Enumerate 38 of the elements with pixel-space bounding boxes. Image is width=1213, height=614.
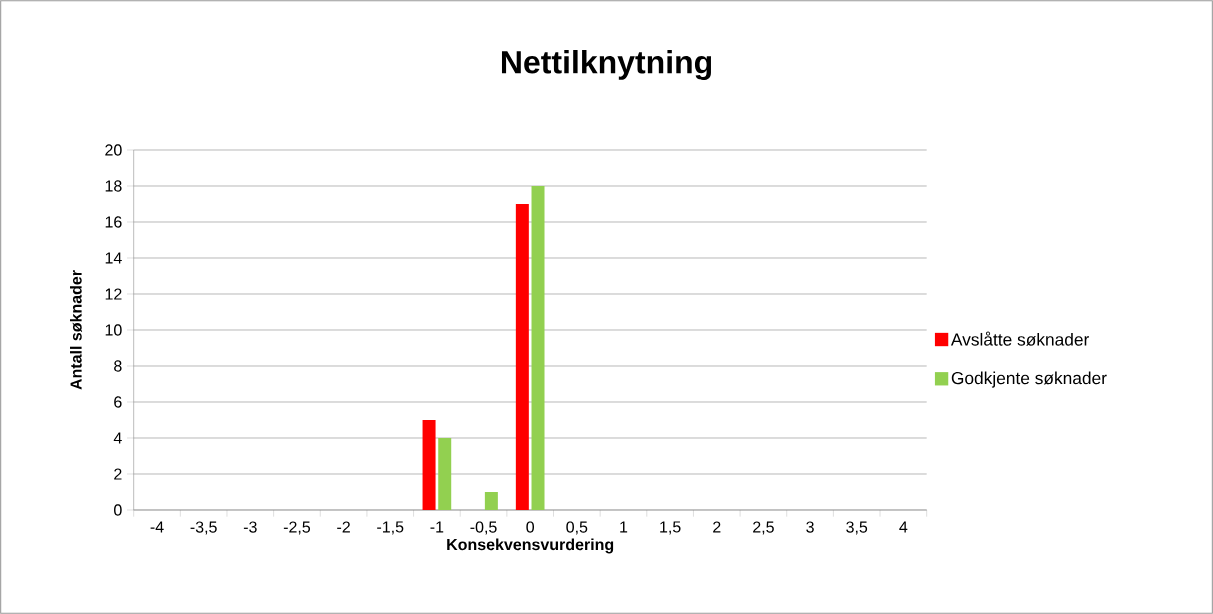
y-tick-label: 10 [105, 324, 122, 336]
x-tick-label: -0,5 [470, 521, 497, 535]
legend-label: Godkjente søknader [951, 371, 1107, 388]
x-tick-label: 0 [526, 521, 535, 533]
x-tick-label: -1,5 [377, 521, 404, 535]
x-tick-label: 1 [620, 521, 628, 533]
legend-label: Avslåtte søknader [950, 331, 1090, 346]
x-tick-label: 4 [899, 521, 908, 533]
x-tick-label: -1 [430, 521, 444, 533]
y-tick-label: 20 [105, 144, 122, 156]
x-tick-label: -2 [337, 521, 350, 533]
bar [438, 438, 452, 510]
x-tick-label: 2,5 [753, 521, 774, 535]
x-tick-label: 3 [806, 521, 814, 533]
y-tick-label: 4 [113, 432, 122, 444]
y-tick-label: 12 [105, 288, 122, 300]
x-tick-label: -4 [150, 521, 164, 533]
y-tick-label: 6 [114, 396, 122, 408]
x-tick-label: 3,5 [846, 521, 868, 535]
y-axis-title: Antall søknader [70, 270, 83, 390]
chart-title: Nettilknytning [501, 50, 712, 80]
bar [531, 186, 545, 510]
x-tick-label: -3,5 [190, 521, 217, 535]
x-tick-label: 2 [713, 521, 721, 533]
x-tick-label: -3 [243, 521, 257, 533]
x-tick-label: 1,5 [660, 521, 681, 535]
y-tick-label: 8 [114, 360, 122, 372]
y-tick-label: 0 [114, 504, 122, 516]
bar [484, 492, 498, 510]
y-tick-label: 2 [114, 468, 122, 480]
y-tick-label: 14 [105, 252, 122, 264]
x-tick-label: -2,5 [283, 521, 311, 535]
y-tick-label: 16 [105, 216, 122, 228]
x-tick-label: 0,5 [566, 521, 588, 535]
x-axis-title: Konsekvensvurdering [447, 538, 614, 554]
y-tick-label: 18 [105, 180, 122, 192]
bar [422, 420, 436, 510]
bar [515, 204, 529, 510]
